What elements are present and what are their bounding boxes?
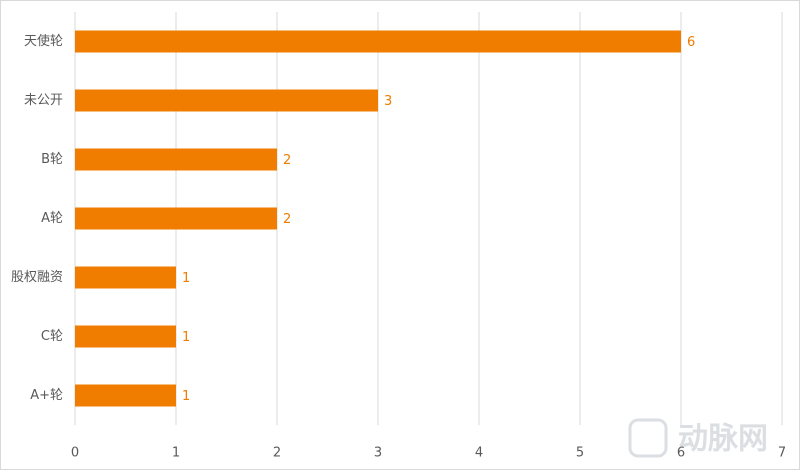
bar	[75, 266, 176, 289]
x-tick-label: 5	[576, 446, 584, 461]
bar	[75, 148, 277, 171]
value-label: 2	[283, 153, 291, 168]
value-label: 2	[283, 212, 291, 227]
x-tick-label: 0	[71, 446, 79, 461]
x-tick-label: 4	[475, 446, 483, 461]
watermark-text: 动脉网	[678, 422, 768, 457]
bar	[75, 384, 176, 407]
x-tick-label: 6	[677, 446, 685, 461]
value-label: 1	[182, 330, 190, 345]
value-label: 6	[687, 35, 695, 50]
value-label: 1	[182, 389, 190, 404]
x-tick-label: 2	[273, 446, 281, 461]
x-tick-label: 1	[172, 446, 180, 461]
watermark: 动脉网	[628, 418, 768, 458]
y-tick-label: A+轮	[30, 388, 63, 403]
y-tick-label: 未公开	[24, 93, 63, 108]
value-label: 3	[384, 94, 392, 109]
bar	[75, 207, 277, 230]
y-tick-label: 股权融资	[11, 269, 63, 285]
bar	[75, 325, 176, 348]
y-tick-label: 天使轮	[24, 33, 63, 49]
value-label: 1	[182, 271, 190, 286]
y-tick-label: A轮	[41, 211, 63, 226]
bar	[75, 89, 378, 112]
watermark-logo	[628, 418, 668, 458]
x-tick-label: 7	[778, 446, 786, 461]
x-tick-label: 3	[374, 446, 382, 461]
y-tick-label: B轮	[41, 152, 63, 167]
y-tick-label: C轮	[41, 329, 63, 344]
bar	[75, 30, 681, 53]
